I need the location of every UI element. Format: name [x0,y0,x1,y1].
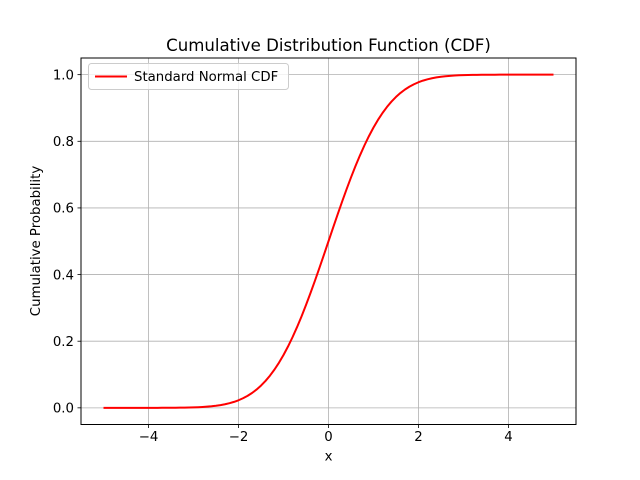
y-tick-label: 0.6 [53,202,74,217]
cdf-curve [103,73,554,409]
chart-title: Cumulative Distribution Function (CDF) [166,36,491,55]
x-tick-label: 2 [414,430,422,445]
legend: Standard Normal CDF [88,63,289,90]
y-tick-label: 0.2 [53,335,74,350]
legend-label: Standard Normal CDF [134,70,278,85]
y-tick-label: 1.0 [53,68,74,83]
legend-box [88,63,289,90]
x-tick-label: 4 [504,430,512,445]
x-tick-label: −4 [139,430,159,445]
x-tick-label: −2 [229,430,249,445]
axis-ticks: −4 −2 0 2 4 0.0 0.2 0.4 0.6 0.8 1.0 [53,68,513,445]
y-tick-label: 0.0 [53,402,74,417]
y-axis-label: Cumulative Probability [29,166,44,317]
y-tick-label: 0.4 [53,268,74,283]
x-axis-label: x [325,450,333,465]
y-tick-label: 0.8 [53,135,74,150]
series-lines [103,73,554,409]
x-tick-label: 0 [324,430,332,445]
